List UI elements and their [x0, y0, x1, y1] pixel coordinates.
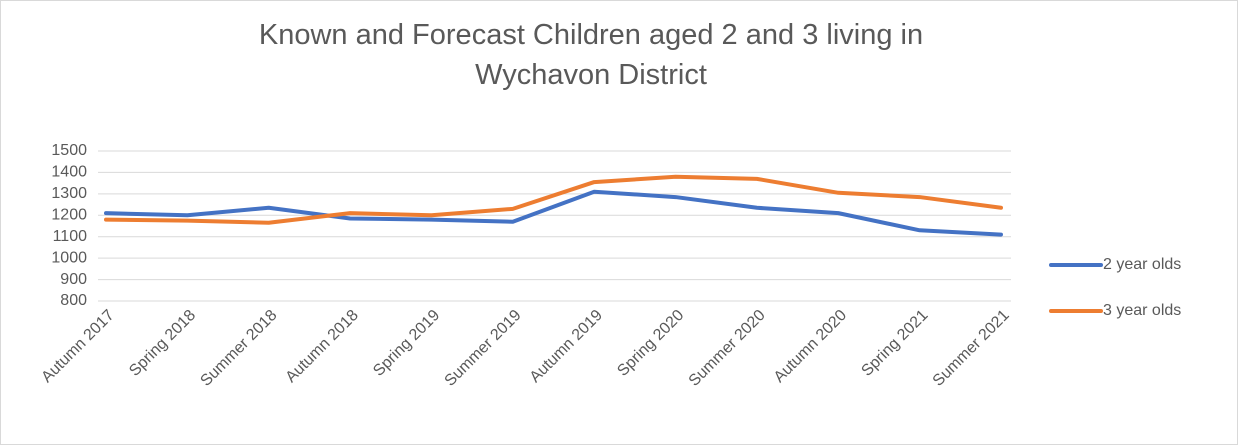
y-tick-label: 1300 — [51, 185, 87, 202]
x-tick-label: Autumn 2017 — [38, 307, 117, 386]
x-tick-label: Summer 2021 — [930, 307, 1013, 390]
x-tick-label: Autumn 2020 — [771, 307, 850, 386]
chart-title: Known and Forecast Children aged 2 and 3… — [258, 19, 924, 91]
x-tick-label: Autumn 2018 — [283, 307, 362, 386]
x-tick-label: Spring 2020 — [614, 307, 687, 380]
y-tick-label: 1500 — [51, 142, 87, 159]
x-tick-label: Summer 2018 — [197, 307, 280, 390]
y-tick-label: 1200 — [51, 207, 87, 224]
x-tick-label: Autumn 2019 — [527, 307, 606, 386]
y-tick-label: 800 — [60, 292, 87, 309]
y-tick-label: 900 — [60, 271, 87, 288]
legend-label: 3 year olds — [1103, 302, 1181, 319]
x-tick-label: Summer 2019 — [442, 307, 525, 390]
y-tick-label: 1400 — [51, 164, 87, 181]
x-tick-label: Spring 2021 — [858, 307, 931, 380]
legend-label: 2 year olds — [1103, 256, 1181, 273]
x-tick-label: Spring 2019 — [370, 307, 443, 380]
series-line — [104, 189, 1003, 237]
y-tick-label: 1100 — [53, 228, 88, 245]
x-tick-label: Spring 2018 — [126, 307, 199, 380]
x-tick-label: Summer 2020 — [686, 307, 769, 390]
y-tick-label: 1000 — [51, 249, 87, 266]
series-line — [104, 174, 1003, 225]
